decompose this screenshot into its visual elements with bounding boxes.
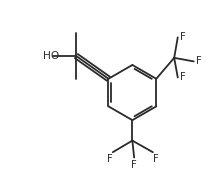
Text: F: F — [180, 72, 186, 82]
Text: F: F — [131, 160, 137, 170]
Text: F: F — [153, 154, 159, 164]
Text: HO: HO — [43, 51, 60, 61]
Text: F: F — [196, 56, 202, 66]
Text: F: F — [180, 32, 186, 42]
Text: F: F — [107, 154, 113, 164]
